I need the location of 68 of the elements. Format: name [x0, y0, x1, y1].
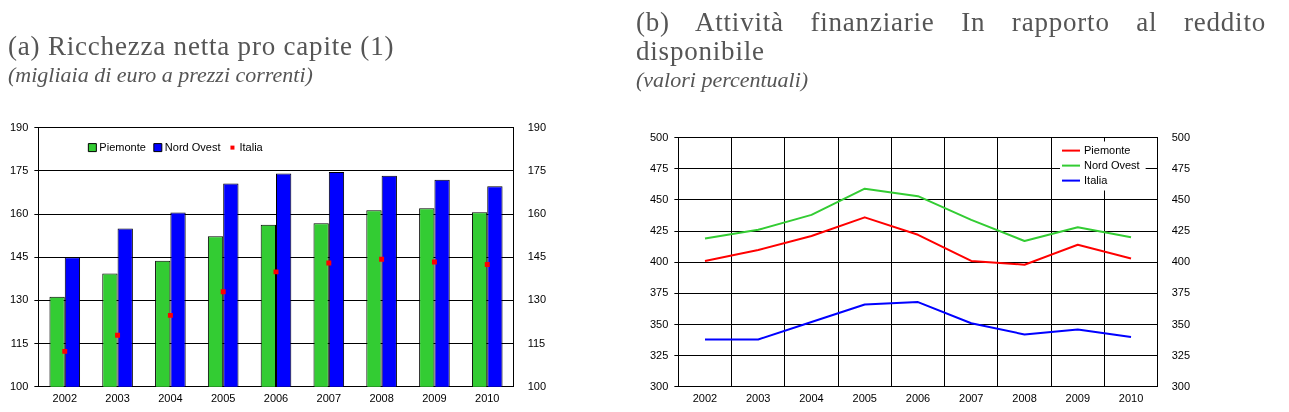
point — [484, 261, 490, 267]
chart-title: (a) Ricchezza netta pro capite (1) — [8, 31, 396, 61]
y-tick-label: 400 — [649, 255, 669, 268]
x-tick-label: 2009 — [1065, 392, 1091, 405]
y-tick-label: 475 — [649, 161, 669, 174]
x-tick-label: 2007 — [959, 392, 984, 405]
x-tick-label: 2002 — [52, 392, 77, 405]
legend-label: Nord Ovest — [1084, 158, 1140, 171]
y2-tick-label: 175 — [527, 163, 547, 176]
y-tick-label: 375 — [649, 286, 669, 299]
point — [326, 260, 332, 266]
y-tick-label: 450 — [649, 192, 669, 205]
legend-label: Italia — [239, 140, 264, 153]
y2-tick-label: 160 — [527, 207, 547, 220]
x-tick-label: 2002 — [692, 392, 718, 405]
y-tick-label: 425 — [649, 224, 669, 237]
y2-tick-label: 400 — [1171, 255, 1191, 268]
legend-label: Nord Ovest — [164, 140, 221, 153]
y2-tick-label: 425 — [1171, 224, 1191, 237]
x-tick-label: 2005 — [852, 392, 877, 405]
y-tick-label: 175 — [9, 163, 29, 176]
chart-subtitle: (migliaia di euro a prezzi correnti) — [8, 61, 314, 88]
chart-subtitle: (valori percentuali) — [636, 66, 810, 93]
y-tick-label: 100 — [9, 379, 29, 392]
x-tick-label: 2006 — [905, 392, 931, 405]
x-tick-label: 2008 — [369, 392, 394, 405]
point — [115, 332, 121, 338]
point — [379, 256, 385, 262]
x-tick-label: 2003 — [105, 392, 130, 405]
y-tick-label: 325 — [649, 348, 669, 361]
y-tick-label: 500 — [649, 130, 669, 143]
y-tick-label: 350 — [649, 317, 669, 330]
x-tick-label: 2006 — [263, 392, 289, 405]
legend-label: Italia — [1084, 173, 1109, 186]
x-tick-label: 2010 — [475, 392, 500, 405]
x-tick-label: 2009 — [422, 392, 447, 405]
y-tick-label: 190 — [9, 120, 29, 133]
y-tick-label: 160 — [9, 207, 29, 220]
y-tick-label: 130 — [9, 293, 29, 306]
y2-tick-label: 475 — [1171, 161, 1191, 174]
x-tick-label: 2008 — [1012, 392, 1037, 405]
y-tick-label: 300 — [649, 379, 669, 392]
y2-tick-label: 130 — [527, 293, 547, 306]
x-tick-label: 2007 — [316, 392, 342, 405]
y2-tick-label: 350 — [1171, 317, 1191, 330]
point — [220, 289, 226, 295]
y2-tick-label: 115 — [527, 336, 546, 349]
y2-tick-label: 145 — [527, 250, 547, 263]
x-tick-label: 2010 — [1118, 392, 1144, 405]
y2-tick-label: 100 — [527, 379, 547, 392]
point — [62, 348, 68, 354]
point — [431, 259, 437, 265]
y-tick-label: 115 — [10, 336, 29, 349]
legend-label: Piemonte — [99, 140, 146, 153]
chart-title: (b) Attività finanziarie In rapporto al reddito disponibile — [636, 7, 1266, 66]
y-tick-label: 145 — [9, 250, 29, 263]
y2-tick-label: 190 — [527, 120, 547, 133]
y2-tick-label: 500 — [1171, 130, 1191, 143]
point — [167, 312, 173, 318]
y2-tick-label: 450 — [1171, 192, 1191, 205]
legend-label: Piemonte — [1084, 143, 1131, 156]
x-tick-label: 2004 — [158, 392, 183, 405]
x-tick-label: 2003 — [745, 392, 771, 405]
x-tick-label: 2005 — [210, 392, 236, 405]
x-tick-label: 2004 — [799, 392, 824, 405]
y2-tick-label: 325 — [1171, 348, 1191, 361]
y2-tick-label: 375 — [1171, 286, 1191, 299]
y2-tick-label: 300 — [1171, 379, 1191, 392]
